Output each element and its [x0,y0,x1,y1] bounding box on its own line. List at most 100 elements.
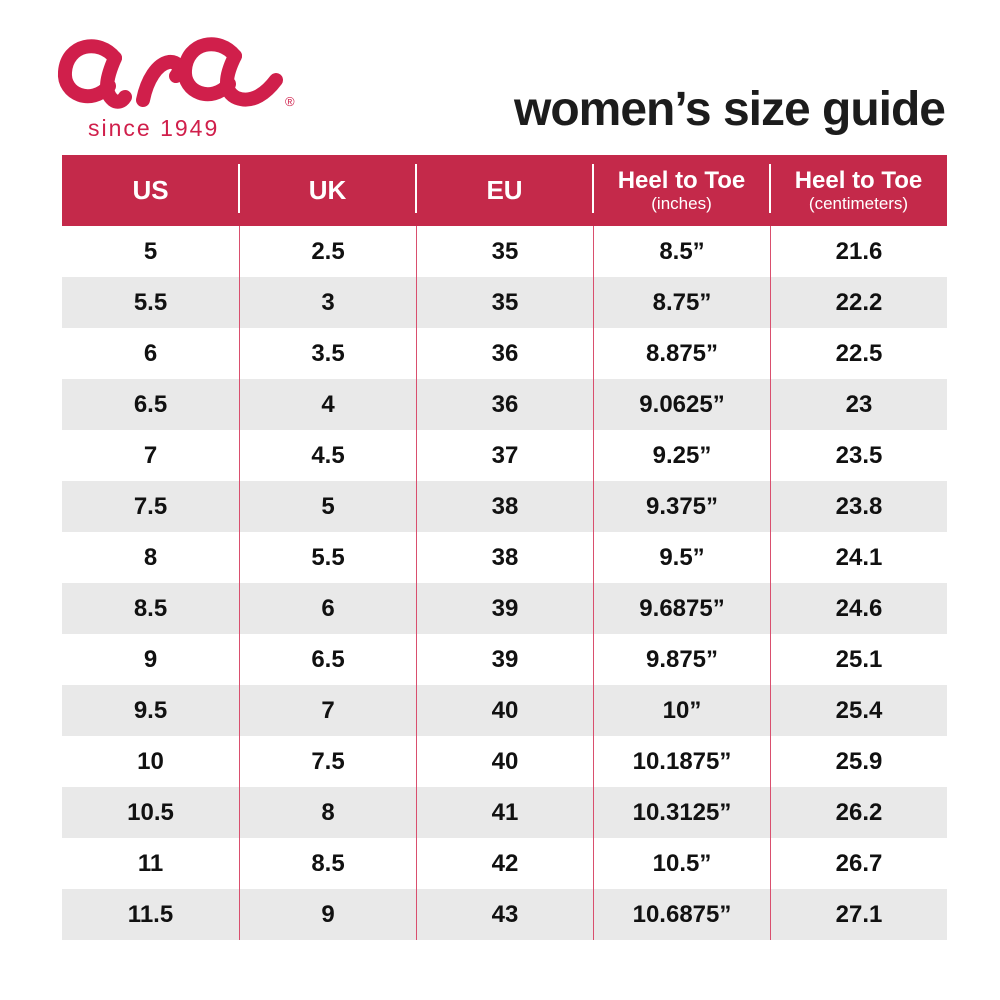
table-cell: 40 [416,685,593,736]
table-cell: 36 [416,328,593,379]
table-row: 11.5 9 43 10.6875” 27.1 [62,889,947,940]
table-cell: 5.5 [239,532,416,583]
table-cell: 7 [239,685,416,736]
table-row: 9 6.5 39 9.875” 25.1 [62,634,947,685]
column-header-heel-to-toe: Heel to Toe (inches) [592,155,770,226]
table-cell: 10” [593,685,770,736]
table-cell: 23 [770,379,947,430]
table-cell: 10.3125” [593,787,770,838]
table-cell: 9.375” [593,481,770,532]
table-cell: 42 [416,838,593,889]
table-cell: 9.6875” [593,583,770,634]
table-cell: 24.1 [770,532,947,583]
table-cell: 38 [416,532,593,583]
column-header-label: US [132,174,169,205]
table-cell: 7.5 [239,736,416,787]
table-cell: 6.5 [239,634,416,685]
table-cell: 10.6875” [593,889,770,940]
table-cell: 25.9 [770,736,947,787]
table-cell: 4.5 [239,430,416,481]
table-cell: 8.875” [593,328,770,379]
table-cell: 9.25” [593,430,770,481]
table-cell: 24.6 [770,583,947,634]
table-row: 5.5 3 35 8.75” 22.2 [62,277,947,328]
table-cell: 22.5 [770,328,947,379]
table-cell: 3.5 [239,328,416,379]
table-cell: 25.1 [770,634,947,685]
column-header-label: Heel to Toe [617,166,746,194]
column-header-us: US [62,155,239,226]
brand-tagline: since 1949 [88,115,220,141]
table-cell: 26.2 [770,787,947,838]
table-cell: 6 [143,339,158,367]
column-header-heel-to-toe: Heel to Toe (centimeters) [769,155,947,226]
table-cell: 5 [239,481,416,532]
table-cell: 4 [239,379,416,430]
table-cell: 9 [143,645,158,673]
table-cell: 27.1 [770,889,947,940]
column-header-sublabel: (inches) [651,194,712,214]
table-cell: 37 [416,430,593,481]
table-cell: 8.5 [239,838,416,889]
table-cell: 38 [416,481,593,532]
table-cell: 23.5 [770,430,947,481]
column-header-label: EU [486,174,523,205]
column-header-label: Heel to Toe [794,166,923,194]
table-cell: 2.5 [239,226,416,277]
table-row: 7 4.5 37 9.25” 23.5 [62,430,947,481]
table-row: 6.5 4 36 9.0625” 23 [62,379,947,430]
column-header-eu: EU [415,155,593,226]
table-cell: 5.5 [133,288,168,316]
table-cell: 3 [239,277,416,328]
table-row: 9.5 7 40 10” 25.4 [62,685,947,736]
table-cell: 10.5 [127,798,174,826]
column-header-sublabel: (centimeters) [808,194,909,214]
table-cell: 9.5 [133,696,168,724]
table-cell: 6.5 [133,390,168,418]
table-cell: 9 [239,889,416,940]
table-cell: 6 [239,583,416,634]
table-row: 8.5 6 39 9.6875” 24.6 [62,583,947,634]
table-cell: 25.4 [770,685,947,736]
table-cell: 10.5” [593,838,770,889]
table-row: 5 2.5 35 8.5” 21.6 [62,226,947,277]
table-cell: 7.5 [133,492,168,520]
table-cell: 35 [416,226,593,277]
table-cell: 8 [143,543,158,571]
table-cell: 11 [137,849,164,877]
table-cell: 23.8 [770,481,947,532]
table-cell: 11.5 [127,900,174,928]
table-row: 6 3.5 36 8.875” 22.5 [62,328,947,379]
table-cell: 7 [143,441,158,469]
table-cell: 10.1875” [593,736,770,787]
table-row: 10 7.5 40 10.1875” 25.9 [62,736,947,787]
table-cell: 40 [416,736,593,787]
table-cell: 9.0625” [593,379,770,430]
table-cell: 22.2 [770,277,947,328]
table-cell: 8.75” [593,277,770,328]
table-cell: 39 [416,634,593,685]
table-cell: 8.5” [593,226,770,277]
table-cell: 41 [416,787,593,838]
page-title: women’s size guide [514,83,946,136]
table-cell: 10 [137,747,164,775]
table-cell: 9.5” [593,532,770,583]
table-row: 7.5 5 38 9.375” 23.8 [62,481,947,532]
table-header-row: US UK EU Heel to Toe (inches) Heel to Toe (cen… [62,155,947,226]
brand-block: ® since 1949 [55,34,315,142]
table-cell: 35 [416,277,593,328]
ara-logo-icon: ® [58,37,295,109]
table-cell: 43 [416,889,593,940]
column-header-uk: UK [238,155,416,226]
table-cell: 39 [416,583,593,634]
table-row: 11 8.5 42 10.5” 26.7 [62,838,947,889]
registered-mark: ® [285,94,295,109]
table-cell: 26.7 [770,838,947,889]
table-body: 5 2.5 35 8.5” 21.6 5.5 3 35 8.75” 22.2 6 3.5 36 8.875… [62,226,947,940]
table-cell: 8.5 [133,594,168,622]
table-row: 8 5.5 38 9.5” 24.1 [62,532,947,583]
table-cell: 5 [143,237,158,265]
size-guide-table: US UK EU Heel to Toe (inches) Heel to Toe (cen… [62,155,947,940]
table-cell: 36 [416,379,593,430]
column-header-label: UK [308,174,347,205]
